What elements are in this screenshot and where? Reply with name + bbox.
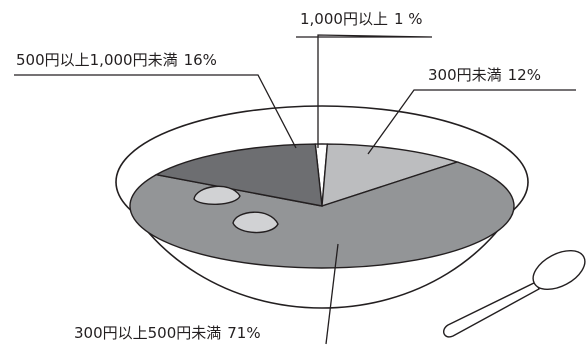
label-300-500: 300円以上500円未満 71%: [74, 324, 261, 342]
pie-slices: [129, 143, 515, 269]
spoon-icon: [443, 250, 586, 338]
pie-slice-1: [321, 143, 460, 207]
label-1000-plus: 1,000円以上 1 %: [300, 10, 423, 28]
label-under-300: 300円未満 12%: [428, 66, 541, 84]
leader-lines: [14, 34, 576, 345]
leader-line-under-300: [367, 89, 576, 155]
leader-line-1000-plus: [296, 34, 433, 148]
leader-line-500-1000: [14, 74, 297, 149]
leader-line-71: [325, 243, 339, 345]
pie-slice-3: [154, 143, 323, 207]
dumpling-icon: [193, 185, 279, 234]
label-500-1000: 500円以上1,000円未満 16%: [16, 51, 217, 69]
